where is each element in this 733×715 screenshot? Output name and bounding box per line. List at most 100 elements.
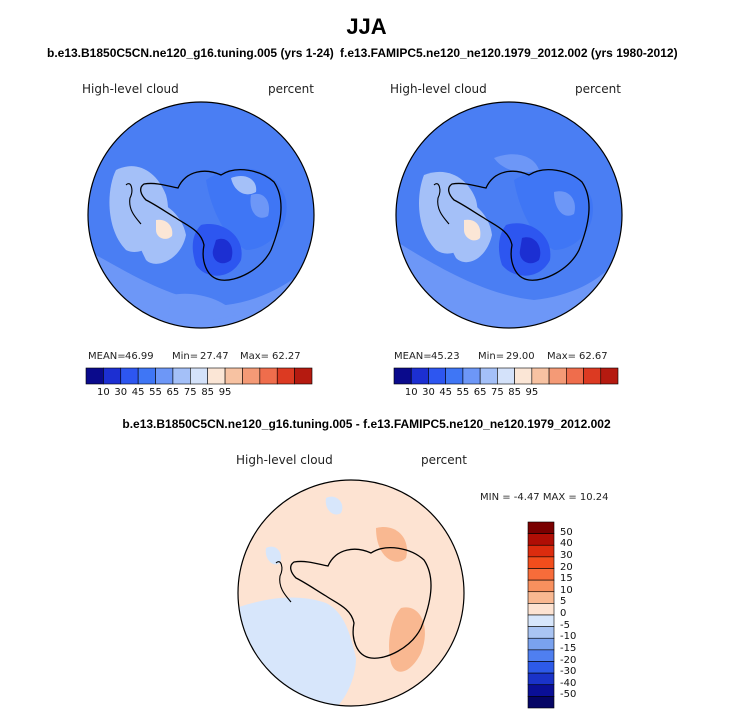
panel2-max-label: Max= xyxy=(547,351,577,362)
colorbar-swatch xyxy=(527,661,555,674)
colorbar-tick-label: -5 xyxy=(560,619,570,631)
panel1-colorbar xyxy=(85,367,313,385)
colorbar-tick-label: 20 xyxy=(560,561,573,573)
colorbar-swatch xyxy=(527,556,555,569)
colorbar-tick-label: 45 xyxy=(131,387,145,398)
panel2-units: percent xyxy=(575,82,621,96)
colorbar-tick-label: -15 xyxy=(560,642,577,654)
panel2-min-value: 29.00 xyxy=(506,351,535,362)
colorbar-swatch xyxy=(531,367,550,385)
colorbar-tick-label: 10 xyxy=(560,584,573,596)
colorbar-swatch xyxy=(527,521,555,534)
colorbar-tick-label: 0 xyxy=(560,608,567,619)
colorbar-tick-label: 85 xyxy=(201,387,215,398)
panel2-variable: High-level cloud xyxy=(390,82,487,96)
colorbar-swatch xyxy=(428,367,446,385)
colorbar-swatch xyxy=(410,367,429,385)
colorbar-tick-label: 95 xyxy=(218,387,232,398)
colorbar-swatch xyxy=(462,367,481,385)
colorbar-swatch xyxy=(242,367,261,385)
colorbar-tick-label: 85 xyxy=(508,387,521,398)
colorbar-tick-label: 30 xyxy=(114,387,128,398)
colorbar-tick-label: 55 xyxy=(149,387,162,398)
colorbar-swatch xyxy=(445,367,464,385)
colorbar-swatch xyxy=(527,684,555,697)
colorbar-tick-label: -20 xyxy=(560,654,577,666)
colorbar-swatch xyxy=(393,367,412,385)
colorbar-swatch xyxy=(137,367,156,385)
colorbar-tick-label: 10 xyxy=(97,387,110,398)
colorbar-swatch xyxy=(527,649,555,662)
panel1-max-value: 62.27 xyxy=(272,351,301,362)
colorbar-swatch xyxy=(103,367,122,385)
colorbar-swatch xyxy=(514,367,533,385)
panel2-colorbar xyxy=(393,367,619,385)
colorbar-tick-label: -50 xyxy=(560,689,577,701)
colorbar-swatch xyxy=(497,367,515,385)
colorbar-tick-label: -30 xyxy=(560,666,577,678)
colorbar-tick-label: -10 xyxy=(560,631,577,643)
colorbar-tick-label: 65 xyxy=(166,387,180,398)
colorbar-swatch xyxy=(548,367,567,385)
colorbar-tick-label: 10 xyxy=(404,387,418,398)
colorbar-swatch xyxy=(276,367,295,385)
colorbar-swatch xyxy=(566,367,584,385)
colorbar-swatch xyxy=(527,626,555,639)
panel2-min-label: Min= xyxy=(478,351,505,362)
colorbar-tick-label: 75 xyxy=(183,387,197,398)
case2-title: f.e13.FAMIPC5.ne120_ne120.1979_2012.002 … xyxy=(340,46,678,60)
page-title: JJA xyxy=(346,14,387,39)
panel1-variable: High-level cloud xyxy=(82,82,179,96)
colorbar-tick-label: 95 xyxy=(525,387,539,398)
panel2-max-value: 62.67 xyxy=(579,351,608,362)
panel2-mean-label: MEAN= xyxy=(394,351,432,362)
colorbar-swatch xyxy=(207,367,226,385)
colorbar-swatch xyxy=(172,367,191,385)
diff-variable: High-level cloud xyxy=(236,453,333,467)
colorbar-swatch xyxy=(527,696,555,709)
colorbar-tick-label: 30 xyxy=(422,387,435,398)
colorbar-swatch xyxy=(527,591,555,604)
diff-colorbar xyxy=(527,521,555,709)
panel1-map xyxy=(87,101,315,329)
colorbar-tick-label: -40 xyxy=(560,677,577,689)
diff-minmax: MIN = -4.47 MAX = 10.24 xyxy=(480,492,609,503)
panel1-min-value: 27.47 xyxy=(200,351,229,362)
colorbar-swatch xyxy=(527,533,555,546)
colorbar-tick-label: 55 xyxy=(456,387,470,398)
colorbar-swatch xyxy=(583,367,602,385)
case1-title: b.e13.B1850C5CN.ne120_g16.tuning.005 (yr… xyxy=(47,46,334,60)
colorbar-tick-label: 45 xyxy=(439,387,453,398)
panel1-mean-label: MEAN= xyxy=(88,351,126,362)
diff-map xyxy=(237,479,465,707)
panel2-mean-value: 45.23 xyxy=(431,351,460,362)
colorbar-tick-label: 50 xyxy=(560,526,573,538)
colorbar-swatch xyxy=(527,672,555,686)
colorbar-swatch xyxy=(527,544,555,558)
colorbar-swatch xyxy=(190,367,208,385)
colorbar-swatch xyxy=(600,367,619,385)
colorbar-tick-label: 15 xyxy=(560,573,573,585)
colorbar-swatch xyxy=(224,367,243,385)
colorbar-tick-label: 65 xyxy=(473,387,487,398)
colorbar-tick-label: 30 xyxy=(560,549,573,561)
panel1-max-label: Max= xyxy=(240,351,270,362)
colorbar-swatch xyxy=(527,579,555,593)
colorbar-tick-label: 75 xyxy=(491,387,504,398)
colorbar-swatch xyxy=(527,568,555,581)
colorbar-swatch xyxy=(527,614,555,627)
colorbar-swatch xyxy=(259,367,278,385)
panel1-mean-value: 46.99 xyxy=(125,351,154,362)
diff-units: percent xyxy=(421,453,467,467)
colorbar-swatch xyxy=(120,367,139,385)
colorbar-swatch xyxy=(479,367,498,385)
colorbar-tick-label: 5 xyxy=(560,596,567,608)
colorbar-swatch xyxy=(155,367,174,385)
colorbar-swatch xyxy=(527,603,555,616)
colorbar-swatch xyxy=(527,637,555,651)
panel1-min-label: Min= xyxy=(172,351,199,362)
diff-title: b.e13.B1850C5CN.ne120_g16.tuning.005 - f… xyxy=(122,417,611,431)
panel2-map xyxy=(395,101,623,329)
colorbar-tick-label: 40 xyxy=(560,538,573,550)
colorbar-swatch xyxy=(294,367,313,385)
